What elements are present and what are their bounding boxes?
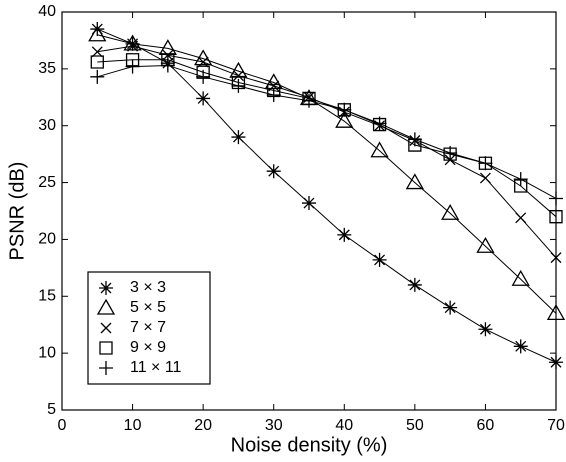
data-point (197, 56, 209, 68)
data-point (337, 103, 351, 117)
x-tick-label: 50 (406, 417, 424, 434)
data-point (160, 58, 175, 73)
data-point (196, 91, 211, 106)
legend-marker (99, 281, 113, 295)
data-point (196, 69, 211, 84)
y-tick-label: 40 (38, 3, 56, 20)
data-point (231, 78, 246, 93)
data-point (407, 277, 422, 292)
data-point (479, 172, 491, 184)
data-point (162, 49, 174, 61)
data-point (511, 269, 530, 286)
series-line (97, 45, 557, 258)
data-point (443, 146, 458, 161)
data-point (443, 147, 457, 161)
data-point (546, 304, 566, 320)
data-point (337, 227, 352, 242)
data-point (476, 236, 495, 253)
y-tick-label: 15 (38, 288, 56, 305)
data-point (88, 25, 107, 42)
data-point (549, 355, 563, 370)
data-point (372, 116, 387, 131)
data-point (549, 210, 563, 224)
x-tick-label: 0 (58, 417, 67, 434)
data-point (372, 117, 387, 132)
series-line (97, 59, 557, 218)
data-point (478, 156, 493, 171)
legend-marker (99, 341, 113, 355)
data-point (549, 191, 563, 206)
data-point (232, 70, 244, 82)
data-point (90, 69, 105, 84)
data-point (513, 172, 528, 187)
legend-marker (96, 298, 116, 315)
x-tick-label: 30 (265, 417, 283, 434)
x-tick-label: 20 (194, 417, 212, 434)
data-point (335, 111, 354, 128)
x-tick-label: 60 (477, 417, 495, 434)
data-point (125, 53, 140, 67)
x-tick-label: 40 (335, 417, 353, 434)
series-line (97, 64, 557, 199)
legend-label: 3 × 3 (130, 279, 166, 296)
y-tick-label: 20 (38, 231, 56, 248)
data-point (266, 88, 281, 103)
x-tick-label: 10 (124, 417, 142, 434)
series-line (97, 28, 557, 363)
data-point (302, 93, 316, 108)
data-point (513, 339, 528, 354)
y-tick-label: 25 (38, 174, 56, 191)
legend-label: 9 × 9 (130, 339, 166, 356)
data-point (90, 22, 105, 37)
data-point (478, 322, 493, 337)
data-point (127, 40, 139, 52)
data-point (125, 59, 140, 74)
y-tick-label: 5 (47, 401, 56, 418)
legend-marker (100, 322, 112, 334)
legend-label: 7 × 7 (130, 319, 166, 336)
y-tick-label: 30 (38, 117, 56, 134)
data-point (372, 252, 387, 267)
data-point (478, 156, 493, 170)
data-point (90, 55, 104, 69)
x-axis-label: Noise density (%) (231, 434, 388, 456)
legend-label: 5 × 5 (130, 299, 166, 316)
y-tick-label: 35 (38, 60, 56, 77)
x-tick-label: 70 (547, 417, 565, 434)
data-point (407, 132, 422, 147)
legend-label: 11 × 11 (130, 359, 182, 376)
data-point (266, 164, 281, 179)
legend-marker (99, 361, 113, 375)
data-point (91, 46, 103, 58)
data-point (231, 130, 246, 145)
y-tick-label: 10 (38, 344, 56, 361)
y-axis-label: PSNR (dB) (6, 162, 28, 261)
data-point (443, 300, 458, 315)
data-point (441, 203, 460, 220)
data-point (550, 252, 562, 264)
data-point (337, 102, 352, 117)
data-point (405, 173, 424, 190)
data-point (370, 141, 389, 158)
data-point (302, 196, 316, 211)
data-point (515, 212, 527, 224)
